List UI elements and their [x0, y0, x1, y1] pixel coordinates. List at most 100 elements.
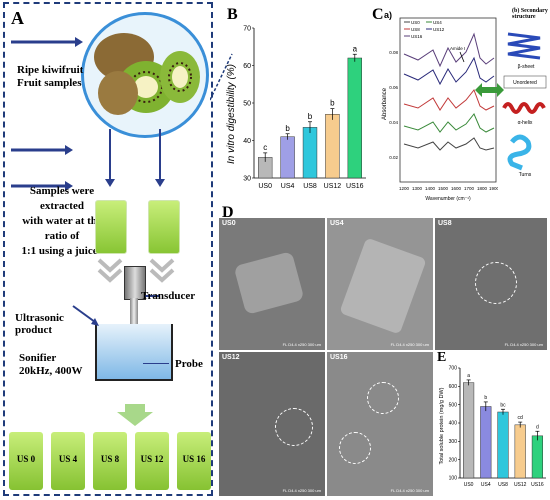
chevron-down-icon — [97, 258, 175, 283]
connector-line — [210, 53, 233, 101]
chart-b-ylabel: In vitro digestibility (%) — [226, 64, 237, 164]
svg-text:US12: US12 — [433, 27, 445, 32]
ftir-ytick: 0.04 — [389, 120, 398, 125]
sample-row: US 0 US 4 US 8 US 12 US 16 — [7, 432, 211, 492]
chart-b-significance-letter: c — [263, 143, 267, 152]
svg-text:α-helix: α-helix — [518, 120, 533, 126]
chart-b-category-label: US16 — [346, 183, 364, 190]
ftir-xlabel: Wavenumber (cm⁻¹) — [425, 196, 471, 202]
highlight-circle — [275, 408, 313, 446]
svg-text:1600: 1600 — [451, 186, 462, 191]
ftir-series-us8 — [403, 89, 495, 111]
panel-d-label: D — [222, 204, 234, 221]
panel-e-label: E — [437, 350, 447, 365]
svg-text:1900: 1900 — [489, 186, 498, 191]
chart-b-category-label: US8 — [303, 183, 317, 190]
chart-b-bar — [325, 114, 340, 179]
chart-e-bar — [531, 435, 543, 479]
svg-text:US8: US8 — [411, 27, 420, 32]
svg-text:US0: US0 — [411, 20, 420, 25]
process-arrows — [11, 37, 83, 191]
chart-b-significance-letter: a — [353, 44, 358, 53]
chart-e-significance-letter: bc — [500, 402, 506, 408]
chart-b-category-label: US4 — [281, 183, 295, 190]
ftir-ytick: 0.02 — [389, 155, 398, 160]
chart-b-ytick-label: 30 — [243, 175, 251, 182]
highlight-circle — [339, 432, 371, 464]
sample-glass: US 0 — [9, 432, 43, 490]
sonifier-label: Sonifier 20kHz, 400W — [19, 352, 83, 377]
chart-e-ytick-label: 500 — [449, 402, 458, 408]
ftir-series-us12 — [403, 56, 495, 86]
ultrasonic-label: Ultrasonic product — [15, 312, 64, 336]
chart-e-ytick-label: 200 — [449, 457, 458, 463]
chart-e-ytick-label: 300 — [449, 439, 458, 445]
chart-b-ytick-label: 60 — [243, 63, 251, 70]
secondary-structure-icons: β-sheet Unordered α-helix Turns — [502, 32, 547, 178]
highlight-circle — [367, 382, 399, 414]
chart-b-ytick-label: 50 — [243, 100, 251, 107]
chart-e-significance-letter: b — [484, 395, 487, 401]
highlight-circle — [475, 262, 517, 304]
chart-b-significance-letter: b — [308, 112, 313, 121]
svg-text:1300: 1300 — [412, 186, 423, 191]
fruit-text: Ripe kiwifruit Fruit samples — [17, 64, 84, 89]
svg-text:US16: US16 — [411, 34, 423, 39]
sample-glass: US 16 — [177, 432, 211, 490]
secondary-structure-title: (b) Secondary structure — [512, 8, 548, 20]
panel-b-label: B — [227, 6, 238, 23]
double-arrow-icon — [475, 83, 504, 97]
chart-e-ytick-label: 400 — [449, 421, 458, 427]
svg-text:1800: 1800 — [477, 186, 488, 191]
ftir-legend: US0 US4 US8 US12 US16 — [404, 20, 445, 39]
sample-glass: US 4 — [51, 432, 85, 490]
svg-text:Unordered: Unordered — [513, 80, 537, 86]
chart-e-bar — [514, 424, 526, 479]
svg-text:1400: 1400 — [425, 186, 436, 191]
chart-b-category-label: US12 — [324, 183, 342, 190]
panel-a: A Ripe kiwifruit Fruit samples — [3, 2, 213, 496]
ftir-ylabel: Absorbance — [382, 87, 388, 120]
chart-e-category-label: US12 — [514, 482, 527, 488]
sem-image-us12: US12 FL D4.4 x250 300 um — [219, 352, 325, 496]
svg-text:Turns: Turns — [519, 172, 532, 178]
chart-b-significance-letter: b — [285, 124, 290, 133]
transducer-label: Transducer — [141, 290, 196, 302]
amide-annotation: Amide I — [450, 46, 465, 51]
extract-text: Samples were extracted with water at the… — [21, 185, 103, 257]
sem-image-us4: US4 FL D4.4 x250 300 um — [327, 218, 433, 350]
sample-glass: US 8 — [93, 432, 127, 490]
chart-e-ytick-label: 100 — [449, 476, 458, 482]
juice-glass — [95, 200, 127, 254]
kiwi-image — [81, 12, 209, 138]
ftir-xticks: 1200 1300 1400 1500 1600 1700 1800 1900 — [399, 186, 498, 191]
chart-e-ytick-label: 600 — [449, 384, 458, 390]
svg-text:1700: 1700 — [464, 186, 475, 191]
panel-c-label: C — [372, 6, 384, 23]
chart-e-significance-letter: a — [467, 373, 470, 379]
sem-image-us8: US8 FL D4.4 x250 300 um — [435, 218, 547, 350]
chart-b-ytick-label: 40 — [243, 138, 251, 145]
chart-e-category-label: US8 — [498, 482, 508, 488]
ftir-ytick: 0.08 — [389, 50, 398, 55]
down-arrows — [105, 129, 165, 187]
svg-text:1200: 1200 — [399, 186, 410, 191]
svg-text:US4: US4 — [433, 20, 442, 25]
ftir-chart: Absorbance 0.08 0.06 0.04 0.02 US0 US4 U… — [382, 17, 498, 202]
ftir-ytick: 0.06 — [389, 85, 398, 90]
chart-e-bar — [463, 382, 475, 479]
digestibility-chart: In vitro digestibility (%) 30 40 50 60 70 c US… — [226, 25, 366, 190]
ftir-series-us16 — [403, 32, 495, 68]
chart-b-category-label: US0 — [258, 183, 272, 190]
chart-b-ytick-label: 70 — [243, 25, 251, 32]
chart-e-ytick-label: 700 — [449, 366, 458, 372]
chart-e-bar — [480, 406, 492, 479]
sonication-vessel — [95, 324, 173, 381]
ftir-series-us0 — [403, 137, 495, 151]
sem-image-us16: US16 FL D4.4 x250 300 um — [327, 352, 433, 496]
chart-e-category-label: US0 — [464, 482, 474, 488]
chart-e-category-label: US16 — [531, 482, 544, 488]
chart-e-significance-letter: cd — [518, 415, 524, 421]
chart-e-bar — [497, 411, 509, 479]
juice-glass — [148, 200, 180, 254]
